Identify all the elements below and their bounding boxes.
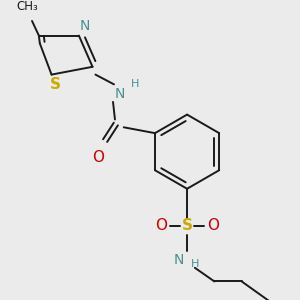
Text: H: H: [191, 259, 199, 269]
Text: N: N: [80, 19, 90, 33]
Text: S: S: [50, 77, 61, 92]
Text: S: S: [182, 218, 193, 233]
Text: O: O: [155, 218, 167, 233]
Text: O: O: [92, 150, 104, 165]
Text: CH₃: CH₃: [16, 0, 38, 13]
Text: N: N: [174, 253, 184, 267]
Text: O: O: [207, 218, 219, 233]
Text: N: N: [115, 87, 125, 101]
Text: H: H: [131, 80, 140, 89]
